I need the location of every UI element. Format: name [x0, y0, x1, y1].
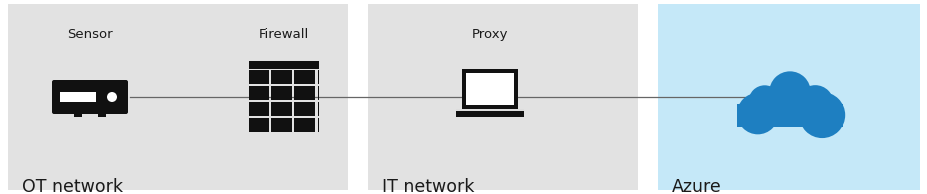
Circle shape: [107, 92, 117, 102]
Bar: [249, 118, 269, 132]
Bar: [98, 111, 106, 117]
Bar: [466, 73, 514, 105]
Bar: [249, 61, 319, 69]
Text: OT network: OT network: [22, 178, 123, 194]
Bar: [295, 86, 315, 100]
Bar: [74, 111, 82, 117]
Bar: [737, 104, 843, 127]
Text: Firewall: Firewall: [259, 28, 309, 41]
Bar: [456, 109, 524, 117]
Bar: [249, 70, 269, 84]
Bar: [318, 70, 319, 84]
Text: Proxy: Proxy: [472, 28, 508, 41]
Bar: [318, 102, 319, 116]
Bar: [271, 70, 292, 84]
Bar: [658, 4, 920, 190]
Circle shape: [797, 85, 833, 122]
Bar: [368, 4, 638, 190]
Bar: [271, 118, 292, 132]
Bar: [60, 92, 96, 102]
Bar: [271, 86, 292, 100]
Bar: [462, 69, 518, 109]
Bar: [318, 86, 319, 100]
Bar: [295, 102, 315, 116]
Text: Sensor: Sensor: [67, 28, 113, 41]
Circle shape: [737, 93, 779, 134]
Bar: [249, 86, 269, 100]
Bar: [318, 118, 319, 132]
Bar: [8, 4, 348, 190]
Bar: [295, 118, 315, 132]
Bar: [271, 102, 292, 116]
Circle shape: [799, 92, 845, 138]
Bar: [249, 102, 269, 116]
Text: IT network: IT network: [382, 178, 475, 194]
FancyBboxPatch shape: [52, 80, 128, 114]
Text: Azure: Azure: [672, 178, 722, 194]
Bar: [456, 109, 524, 111]
Circle shape: [769, 71, 811, 113]
Circle shape: [749, 85, 781, 118]
Bar: [295, 70, 315, 84]
